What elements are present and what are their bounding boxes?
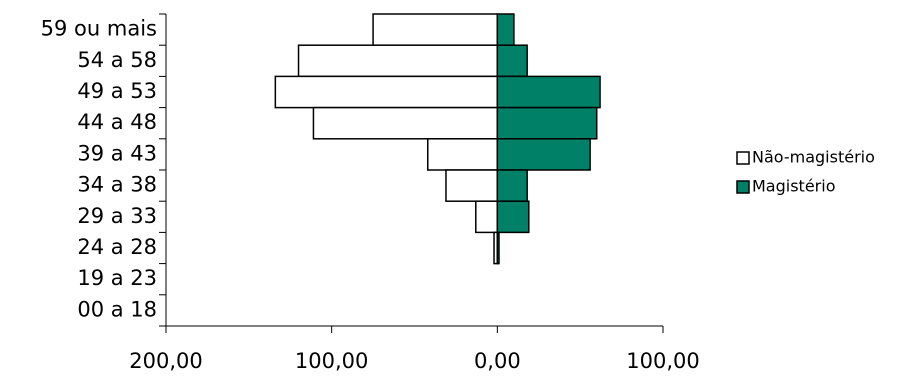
x-tick-label: 100,00 xyxy=(295,349,368,373)
bar xyxy=(372,13,499,46)
y-tick-label: 39 a 43 xyxy=(77,141,157,165)
bar xyxy=(496,169,528,202)
bar xyxy=(496,138,591,171)
bar xyxy=(475,200,499,234)
bar xyxy=(496,200,530,234)
y-tick-label: 29 a 33 xyxy=(77,204,157,228)
bar xyxy=(445,169,499,202)
legend-swatch xyxy=(736,151,750,165)
y-tick-label: 59 ou mais xyxy=(41,17,157,41)
bar xyxy=(496,75,601,109)
bar xyxy=(274,75,499,109)
legend-label: Não-magistério xyxy=(752,148,875,167)
bar xyxy=(496,44,528,78)
bar xyxy=(297,44,499,78)
bar xyxy=(496,231,500,265)
legend-swatch xyxy=(736,180,750,194)
y-tick-label: 49 a 53 xyxy=(77,79,157,103)
y-tick-label: 00 a 18 xyxy=(77,297,157,321)
bar xyxy=(496,106,598,140)
x-tick-label: 0,00 xyxy=(474,349,521,373)
bar xyxy=(496,13,515,46)
legend-label: Magistério xyxy=(752,177,835,196)
y-tick-label: 54 a 58 xyxy=(77,48,157,72)
y-tick-label: 34 a 38 xyxy=(77,173,157,197)
y-tick-label: 44 a 48 xyxy=(77,110,157,134)
bar xyxy=(312,106,499,140)
y-tick-label: 24 a 28 xyxy=(77,235,157,259)
bar xyxy=(427,138,499,171)
y-tick-label: 19 a 23 xyxy=(77,266,157,290)
x-tick-label: 100,00 xyxy=(626,349,699,373)
x-tick-label: 200,00 xyxy=(129,349,202,373)
